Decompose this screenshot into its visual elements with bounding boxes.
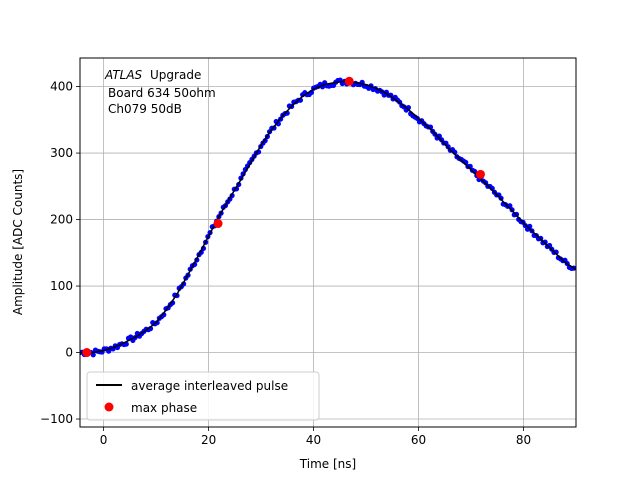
average-pulse-layer — [80, 80, 576, 354]
legend: average interleaved pulse max phase — [86, 371, 320, 421]
atlas-label: ATLAS — [104, 68, 143, 82]
y-axis-ticks: −100 0 100 200 300 400 — [40, 80, 80, 426]
sample-point — [542, 239, 548, 245]
sample-point — [489, 185, 495, 191]
plot-area — [80, 76, 576, 358]
y-tick-label: 0 — [65, 346, 73, 360]
max-phase-point — [82, 348, 92, 358]
y-tick-label: 400 — [50, 80, 73, 94]
average-pulse-line — [80, 80, 576, 354]
board-label: Board 634 50ohm — [108, 86, 216, 100]
y-tick-label: 200 — [50, 213, 73, 227]
y-tick-label: 300 — [50, 146, 73, 160]
x-tick-label: 40 — [306, 433, 321, 447]
legend-max-phase-swatch — [104, 402, 114, 412]
svg-text:ATLAS Upgrade: ATLAS Upgrade — [104, 68, 201, 82]
channel-label: Ch079 50dB — [108, 102, 182, 116]
x-tick-label: 60 — [411, 433, 426, 447]
sample-point — [90, 352, 96, 358]
x-axis-label: Time [ns] — [299, 457, 356, 471]
max-phase-point — [344, 76, 354, 86]
x-axis-ticks: 0 20 40 60 80 — [100, 427, 531, 447]
x-tick-label: 20 — [201, 433, 216, 447]
upgrade-label: Upgrade — [150, 68, 201, 82]
sample-points — [80, 77, 576, 358]
y-tick-label: 100 — [50, 279, 73, 293]
legend-box — [86, 371, 320, 421]
sample-point — [154, 320, 160, 326]
plot-frame — [79, 57, 577, 428]
max-phase-point — [213, 219, 223, 229]
max-phase-point — [475, 169, 485, 179]
x-tick-label: 80 — [516, 433, 531, 447]
legend-average-label: average interleaved pulse — [131, 379, 288, 393]
x-tick-label: 0 — [100, 433, 108, 447]
y-tick-label: −100 — [40, 412, 73, 426]
y-axis-label: Amplitude [ADC Counts] — [11, 169, 25, 315]
legend-max-phase-label: max phase — [131, 401, 197, 415]
atlas-annotation: ATLAS Upgrade Board 634 50ohm Ch079 50dB — [104, 68, 216, 116]
max-phase-points — [82, 76, 485, 358]
